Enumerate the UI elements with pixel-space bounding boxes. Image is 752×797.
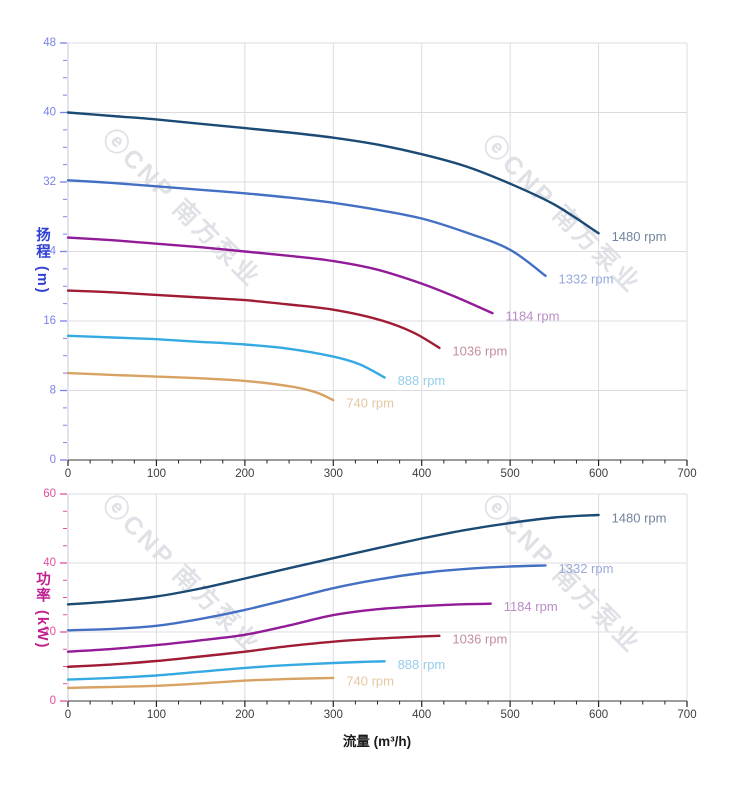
series-label-740-rpm: 740 rpm [346, 673, 394, 688]
y-tick-label: 32 [43, 176, 56, 188]
x-tick-label: 0 [65, 709, 71, 721]
curve-1480-rpm [66, 513, 600, 606]
x-tick-label: 0 [65, 468, 71, 480]
x-tick-label: 300 [324, 709, 343, 721]
x-tick-label: 300 [324, 468, 343, 480]
x-tick-label: 600 [589, 709, 608, 721]
curve-888-rpm [66, 660, 386, 681]
series-label-1480-rpm: 1480 rpm [612, 229, 667, 244]
y-tick-label: 48 [43, 37, 56, 49]
x-tick-label: 700 [677, 468, 696, 480]
series-label-1332-rpm: 1332 rpm [559, 561, 614, 576]
y-tick-label: 8 [50, 385, 56, 397]
x-tick-label: 700 [677, 709, 696, 721]
series-label-740-rpm: 740 rpm [346, 396, 394, 411]
x-tick-label: 600 [589, 468, 608, 480]
y-tick-label: 0 [50, 454, 56, 466]
series-label-1332-rpm: 1332 rpm [559, 271, 614, 286]
series-label-888-rpm: 888 rpm [398, 373, 446, 388]
series-label-1036-rpm: 1036 rpm [452, 343, 507, 358]
x-tick-label: 400 [412, 709, 431, 721]
series-label-1184-rpm: 1184 rpm [504, 599, 558, 614]
curve-1184-rpm [66, 602, 492, 653]
y-tick-label: 24 [43, 246, 56, 258]
x-tick-label: 500 [501, 709, 520, 721]
x-tick-label: 200 [235, 468, 254, 480]
y-tick-label: 40 [43, 107, 56, 119]
y-tick-label: 0 [50, 695, 56, 707]
curve-1184-rpm [66, 236, 494, 315]
curve-1332-rpm [66, 179, 547, 277]
series-label-1184-rpm: 1184 rpm [505, 309, 559, 324]
x-tick-label: 100 [147, 709, 166, 721]
x-tick-label: 400 [412, 468, 431, 480]
series-label-888-rpm: 888 rpm [398, 657, 446, 672]
y-tick-label: 20 [43, 626, 56, 638]
curve-1480-rpm [66, 111, 600, 235]
curve-888-rpm [66, 334, 386, 379]
x-tick-label: 200 [235, 709, 254, 721]
y-tick-label: 16 [43, 315, 56, 327]
flow-axis-title: 流量 (m³/h) [342, 734, 412, 749]
x-tick-label: 100 [147, 468, 166, 480]
curve-740-rpm [66, 676, 335, 690]
series-label-1480-rpm: 1480 rpm [612, 511, 667, 526]
curve-1036-rpm [66, 289, 441, 350]
x-tick-label: 500 [501, 468, 520, 480]
y-tick-label: 40 [43, 557, 56, 569]
curve-1332-rpm [66, 564, 547, 632]
curve-740-rpm [66, 371, 335, 402]
head-axis-title: 扬程 (m) [34, 227, 50, 295]
power-axis-title: 功率 (kW) [34, 571, 50, 650]
y-tick-label: 60 [43, 488, 56, 500]
curve-1036-rpm [66, 634, 441, 668]
series-label-1036-rpm: 1036 rpm [452, 631, 507, 646]
